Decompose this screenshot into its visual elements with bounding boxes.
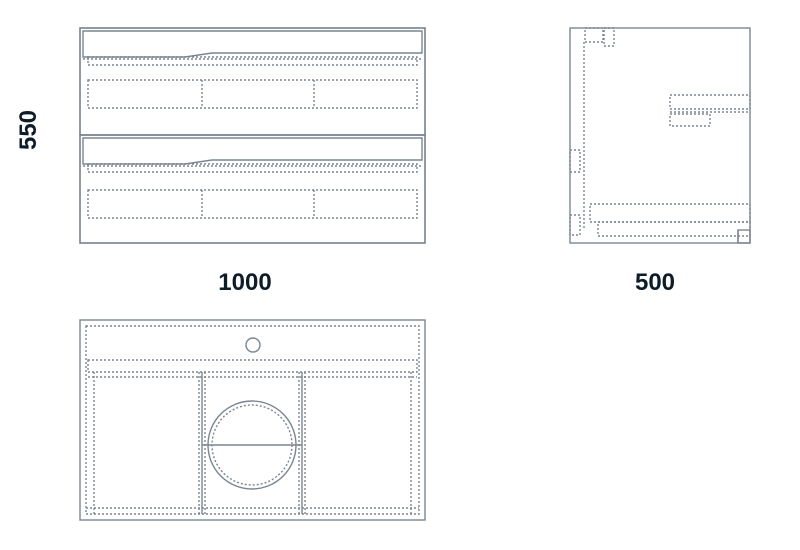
engineering-drawing: 550 1000 500 — [0, 0, 800, 550]
front-view — [80, 28, 425, 243]
dim-550: 550 — [15, 110, 42, 150]
dim-500: 500 — [635, 269, 675, 296]
dim-1000: 1000 — [218, 269, 271, 296]
side-view — [570, 28, 750, 243]
top-view — [80, 320, 425, 520]
